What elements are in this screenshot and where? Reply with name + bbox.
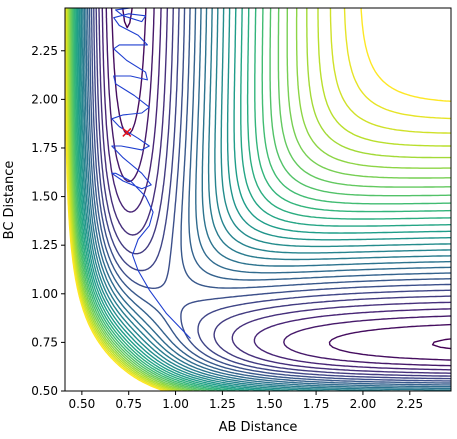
- x-tick-label: 1.75: [303, 397, 330, 411]
- x-axis-ticks: 0.50 0.75 1.00 1.25 1.50 1.75 2.00 2.25: [69, 391, 423, 411]
- y-axis-label: BC Distance: [2, 161, 17, 240]
- contour-level-25: [68, 8, 451, 391]
- y-tick-label: 1.25: [31, 238, 58, 252]
- y-tick-label: 0.75: [31, 335, 58, 349]
- marker-layer: [122, 127, 132, 137]
- x-tick-label: 1.00: [162, 397, 189, 411]
- contour-level-28: [65, 8, 451, 391]
- start-marker: [122, 127, 132, 137]
- contour-level-27: [66, 8, 451, 391]
- contour-level-15: [79, 8, 451, 391]
- x-tick-label: 2.25: [396, 397, 423, 411]
- contour-level-24: [69, 8, 451, 391]
- contour-level-16: [78, 8, 451, 391]
- contour-level-5: [98, 8, 451, 374]
- contour-level-10: [87, 8, 451, 386]
- contour-level-21: [72, 8, 451, 391]
- y-tick-label: 0.50: [31, 384, 58, 398]
- contour-level-11: [85, 8, 451, 388]
- trajectory-layer: [111, 8, 191, 339]
- contour-level-3: [105, 8, 451, 367]
- contour-level-4: [101, 8, 451, 371]
- x-tick-label: 2.00: [350, 397, 377, 411]
- x-axis-label: AB Distance: [219, 420, 298, 435]
- y-tick-label: 1.50: [31, 190, 58, 204]
- y-axis-ticks: 0.50 0.75 1.00 1.25 1.50 1.75 2.00 2.25: [31, 44, 65, 398]
- y-tick-label: 2.00: [31, 92, 58, 106]
- contour-level-13: [82, 8, 451, 391]
- contour-level-7: [93, 8, 451, 380]
- contour-level-9: [88, 8, 451, 384]
- contour-lines: [65, 8, 451, 391]
- contour-level-6: [95, 8, 451, 377]
- x-tick-label: 1.50: [256, 397, 283, 411]
- y-tick-label: 1.00: [31, 287, 58, 301]
- x-tick-label: 1.25: [209, 397, 236, 411]
- contour-level-20: [73, 8, 451, 391]
- plot-frame: [64, 7, 452, 392]
- contour-level-2: [110, 8, 451, 361]
- x-tick-label: 0.75: [115, 397, 142, 411]
- contour-level-17: [76, 8, 451, 391]
- contour-level-18: [75, 8, 451, 391]
- contour-level-26: [67, 8, 451, 391]
- contour-level-23: [70, 8, 451, 391]
- trajectory-line: [111, 8, 191, 339]
- contour-level-12: [83, 8, 451, 390]
- plot-area: [65, 8, 451, 391]
- contour-level-19: [74, 8, 451, 391]
- contour-level-22: [71, 8, 451, 391]
- y-tick-label: 1.75: [31, 141, 58, 155]
- x-tick-label: 0.50: [69, 397, 96, 411]
- start-marker-stroke: [122, 127, 132, 137]
- contour-level-29: [65, 8, 451, 391]
- contour-level-14: [80, 8, 451, 391]
- y-tick-label: 2.25: [31, 44, 58, 58]
- contour-level-8: [90, 8, 451, 382]
